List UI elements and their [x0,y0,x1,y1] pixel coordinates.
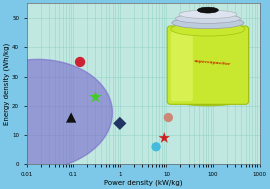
Point [118,122,122,125]
Polygon shape [0,59,112,170]
Ellipse shape [171,22,245,36]
Point [162,136,166,139]
Ellipse shape [172,17,244,29]
Point [93,95,98,98]
Ellipse shape [179,10,237,19]
Text: supercapacitor: supercapacitor [194,59,231,67]
Ellipse shape [197,7,218,13]
FancyBboxPatch shape [167,26,249,104]
Y-axis label: Energy density (Wh/kg): Energy density (Wh/kg) [4,43,10,125]
Point [78,60,82,64]
Ellipse shape [171,92,245,106]
Point [69,116,73,119]
FancyBboxPatch shape [171,31,193,101]
Ellipse shape [176,14,240,23]
Point [154,145,158,148]
X-axis label: Power density (kW/kg): Power density (kW/kg) [104,179,182,186]
Point [166,116,170,119]
